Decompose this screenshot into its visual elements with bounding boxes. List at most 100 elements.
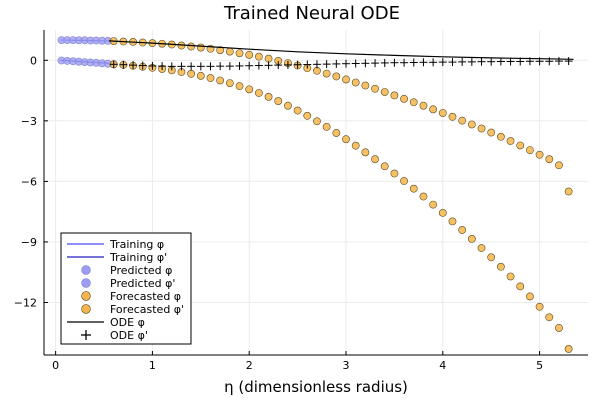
legend-label-predicted-prime: Predicted φ': [110, 277, 175, 290]
forecasted-prime-point: [225, 79, 234, 87]
ode-prime-point: [429, 58, 438, 67]
legend-label-predicted: Predicted φ: [110, 264, 172, 277]
ode-prime-point: [254, 61, 263, 70]
ode-prime-point: [129, 61, 138, 70]
forecasted-point: [438, 109, 447, 117]
ode-prime-point: [525, 57, 534, 66]
tick-labels: 0 1 2 3 4 5 0 −3 −6 −9 −12: [14, 54, 543, 372]
forecasted-prime-point: [448, 217, 457, 226]
ode-prime-point: [496, 57, 505, 66]
ode-prime-point: [477, 57, 486, 66]
forecasted-prime-point: [313, 117, 321, 126]
ode-prime-point: [487, 57, 496, 66]
forecasted-point: [264, 54, 273, 63]
forecasted-point: [545, 155, 554, 164]
legend-label-training: Training φ: [109, 238, 164, 251]
ode-prime-point: [303, 60, 312, 69]
forecasted-prime-point: [380, 162, 389, 171]
forecasted-point: [487, 128, 496, 137]
ode-prime-point: [206, 62, 215, 71]
ode-prime-point: [448, 58, 457, 67]
legend-label-ode: ODE φ: [110, 316, 145, 329]
forecasted-prime-point: [516, 282, 525, 291]
forecasted-prime-point: [555, 324, 563, 332]
forecasted-point: [516, 141, 525, 150]
ode-prime-point: [148, 61, 157, 70]
forecasted-point: [400, 94, 408, 103]
forecasted-point: [429, 105, 438, 114]
y-tick-label: −3: [21, 115, 37, 128]
legend-label-forecasted-prime: Forecasted φ': [110, 303, 184, 316]
forecasted-point: [526, 146, 534, 155]
axes: [43, 30, 588, 356]
ode-line: [108, 40, 574, 60]
x-tick-label: 5: [536, 359, 543, 372]
chart-title: Trained Neural ODE: [223, 3, 400, 24]
ode-prime-point: [245, 61, 254, 70]
ode-prime-point: [109, 60, 118, 69]
forecasted-point: [448, 112, 457, 121]
forecasted-point: [390, 91, 399, 100]
y-tick-label: 0: [30, 54, 37, 67]
forecasted-prime-point: [419, 192, 428, 201]
forecasted-point: [342, 75, 350, 84]
legend-label-forecasted: Forecasted φ: [110, 290, 181, 303]
ode-prime-point: [564, 57, 573, 66]
forecasted-point: [458, 116, 467, 125]
ode-prime-point: [342, 59, 351, 68]
ode-prime-point: [216, 62, 225, 71]
ode-prime-point: [138, 61, 147, 70]
ode-prime-point: [380, 58, 389, 67]
forecasted-prime-point: [535, 302, 544, 311]
ode-prime-point: [322, 60, 331, 69]
x-tick-label: 0: [52, 359, 59, 372]
ode-prime-point: [438, 58, 447, 67]
forecasted-prime-point: [400, 177, 408, 185]
ode-prime-point: [119, 60, 128, 69]
ode-prime-point: [371, 59, 380, 68]
x-axis-label: η (dimensionless radius): [224, 378, 408, 396]
forecasted-point: [332, 72, 341, 81]
x-tick-label: 4: [439, 359, 446, 372]
forecasted-prime-point: [409, 184, 418, 193]
ode-prime-point: [225, 62, 234, 71]
forecasted-point: [187, 42, 196, 51]
forecasted-point: [235, 49, 244, 58]
ode-prime-point: [516, 57, 525, 66]
y-tick-label: −12: [14, 297, 37, 310]
forecasted-prime-point: [303, 111, 312, 120]
forecasted-point: [409, 98, 418, 107]
forecasted-prime-point: [235, 82, 244, 91]
forecasted-prime-point: [496, 262, 505, 271]
legend-label-training-prime: Training φ': [109, 251, 167, 264]
ode-prime-point: [293, 60, 302, 69]
ode-prime-point: [196, 62, 205, 71]
ode-prime-point: [283, 60, 292, 69]
legend-symbol-forecasted-prime: [81, 304, 91, 314]
forecasted-prime-point: [526, 292, 534, 301]
forecasted-point: [322, 69, 331, 78]
forecasted-prime-point: [487, 253, 496, 262]
forecasted-point: [196, 43, 205, 52]
forecasted-point: [419, 101, 428, 110]
forecasted-point: [555, 161, 563, 170]
forecasted-prime-point: [216, 76, 225, 85]
ode-prime-point: [506, 57, 515, 66]
forecasted-prime-point: [351, 141, 360, 150]
ode-prime-point: [545, 57, 554, 66]
ode-prime-point: [390, 58, 399, 67]
ode-prime-point: [467, 57, 476, 66]
forecasted-prime-point: [390, 169, 399, 178]
ode-prime-point: [409, 58, 418, 67]
ode-prime-point: [351, 59, 360, 68]
forecasted-prime-point: [187, 69, 196, 78]
forecasted-point: [477, 124, 486, 133]
forecasted-prime-point: [196, 71, 205, 80]
ode-prime-point: [361, 59, 370, 68]
x-tick-label: 2: [246, 359, 253, 372]
forecasted-prime-point: [429, 200, 438, 209]
forecasted-prime-point: [564, 345, 573, 353]
forecasted-prime-point: [477, 244, 486, 252]
forecasted-point: [361, 81, 370, 90]
